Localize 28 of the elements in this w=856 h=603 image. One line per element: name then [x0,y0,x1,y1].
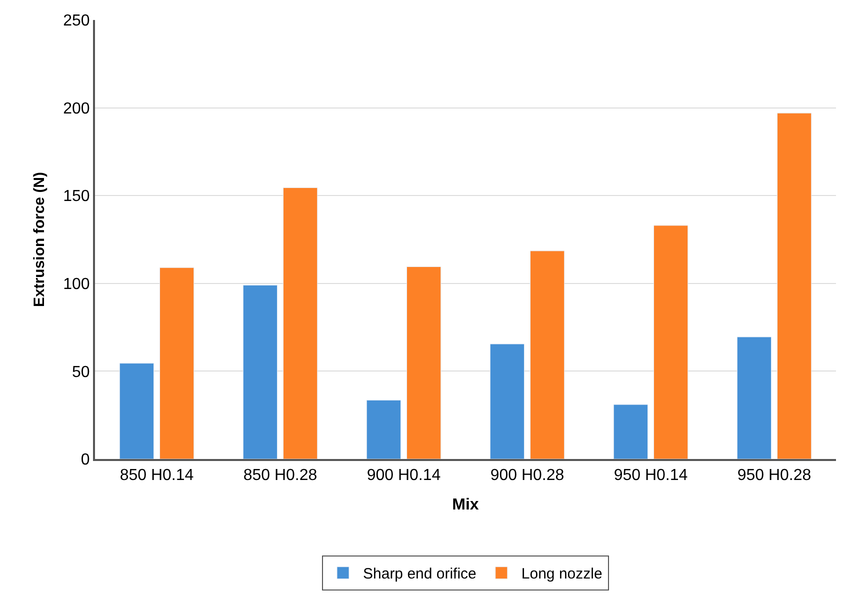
bar [613,404,648,459]
y-axis-title: Extrusion force (N) [30,172,48,308]
y-tick-label: 100 [63,276,90,293]
legend-label: Long nozzle [521,566,602,583]
bar [242,284,278,459]
x-tick-label: 900 H0.14 [366,467,441,484]
y-tick-label: 200 [63,100,90,118]
bar [490,344,524,459]
bar [160,267,194,459]
x-tick-label: 850 H0.28 [243,467,318,484]
x-tick-label: 900 H0.28 [490,467,564,484]
x-axis-title: Mix [452,496,479,514]
x-tick-label: 850 H0.14 [120,467,194,484]
y-tick-label: 150 [63,188,90,206]
y-tick-label: 0 [80,452,90,469]
bar [406,266,442,459]
x-tick-label: 950 H0.14 [614,467,688,484]
y-tick-label: 50 [72,364,90,381]
bar [654,225,688,459]
bar [777,112,812,459]
x-tick-label: 950 H0.28 [737,467,812,484]
bar [530,250,565,459]
bar [283,187,318,459]
legend-label: Sharp end orifice [363,566,476,583]
y-tick-label: 250 [63,12,90,30]
bar [119,363,154,459]
bar [366,400,401,459]
bar [736,336,772,459]
